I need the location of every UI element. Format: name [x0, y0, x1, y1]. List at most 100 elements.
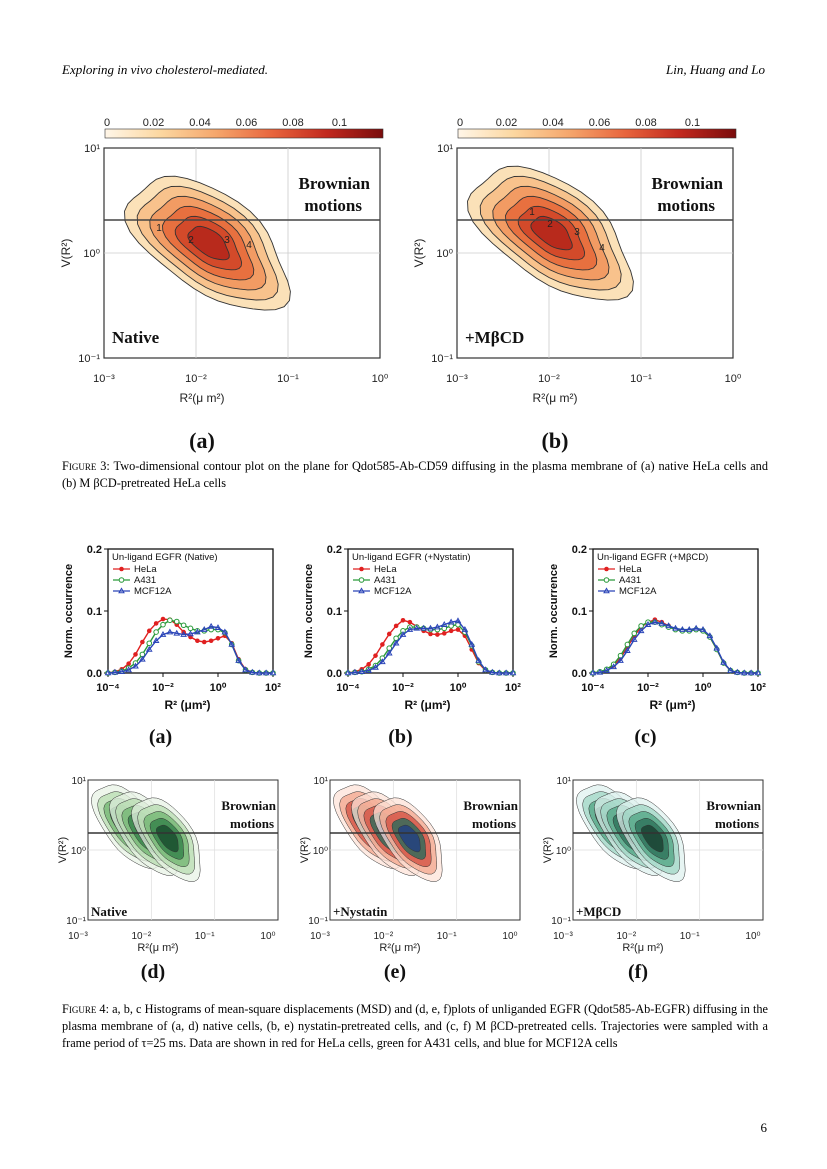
data-point-MCF12A [249, 668, 256, 675]
data-point-MCF12A [200, 625, 208, 632]
data-point-HeLa [386, 631, 392, 637]
series-line-MCF12A [107, 625, 273, 674]
data-point-MCF12A [706, 632, 714, 639]
y-tick-label: 0.1 [572, 606, 587, 618]
y-tick-label: 10¹ [72, 776, 87, 787]
histogram-panel-b: 0.2 0.1 0.0 10⁻⁴ 10⁻² 10⁰ 10² R² (μm²) Norm. occ… [303, 544, 521, 748]
contour-level [398, 824, 421, 853]
colorbar-tick-label: 0.02 [143, 117, 164, 129]
series-line-MCF12A [592, 621, 758, 674]
data-point-A431 [160, 621, 166, 628]
data-point-MCF12A [111, 668, 119, 675]
data-point-MCF12A [221, 628, 229, 635]
data-point-MCF12A [720, 658, 727, 665]
x-tick-label: 10⁻² [373, 931, 393, 942]
data-point-MCF12A [603, 666, 611, 673]
y-tick-label: 0.0 [572, 668, 587, 680]
x-tick-label: 10² [505, 682, 521, 694]
x-tick-label: 10⁻³ [68, 931, 88, 942]
x-tick-label: 10⁻¹ [277, 373, 299, 385]
data-point-MCF12A [672, 624, 679, 631]
panel-letter: (c) [634, 726, 656, 748]
data-point-HeLa [393, 623, 399, 629]
y-tick-label: 0.0 [327, 668, 342, 680]
data-point-MCF12A [372, 663, 379, 670]
data-point-MCF12A [242, 666, 249, 673]
histogram-title: Un-ligand EGFR (+Nystatin) [352, 552, 471, 563]
peak-label: 3 [574, 227, 580, 238]
y-tick-label: 0.1 [87, 606, 102, 618]
y-tick-label: 10⁰ [436, 248, 453, 260]
y-tick-label: 10¹ [437, 143, 453, 155]
contour-panel-e: Brownianmotions+Nystatin10¹10⁰10⁻¹V(R²)1… [299, 776, 521, 983]
data-point-MCF12A [509, 669, 517, 676]
data-point-HeLa [153, 621, 159, 626]
figure-3-panel-b: 0 0.02 0.04 0.06 0.08 0.1 1 2 3 4 Brownian motions +… [412, 117, 742, 453]
data-point-MCF12A [145, 645, 153, 652]
colorbar-tick-label: 0.06 [589, 117, 610, 129]
legend-label: HeLa [134, 564, 157, 575]
data-point-MCF12A [152, 637, 160, 644]
data-point-MCF12A [596, 668, 604, 675]
x-axis-label: R² (μm²) [405, 698, 451, 712]
data-point-MCF12A [269, 669, 277, 676]
x-tick-label: 10⁰ [450, 682, 467, 694]
legend-label: MCF12A [619, 586, 657, 597]
condition-label: +MβCD [576, 904, 621, 919]
y-axis-label: V(R²) [542, 837, 554, 863]
legend-label: HeLa [374, 564, 397, 575]
data-point-MCF12A [468, 640, 476, 647]
data-point-A431 [146, 640, 153, 647]
region-label-line2: motions [715, 816, 759, 831]
data-point-MCF12A [180, 630, 187, 637]
data-point-HeLa [380, 642, 385, 647]
y-tick-label: 0.2 [327, 544, 342, 556]
data-point-MCF12A [194, 628, 201, 635]
histogram-frame [592, 548, 759, 674]
legend-label: A431 [619, 575, 641, 586]
colorbar-tick-label: 0 [104, 117, 110, 129]
x-tick-label: 10⁻² [538, 373, 560, 385]
data-point-MCF12A [651, 618, 659, 625]
data-point-HeLa [407, 619, 413, 625]
data-point-MCF12A [413, 624, 421, 631]
data-point-MCF12A [610, 663, 617, 670]
y-tick-label: 0.0 [87, 668, 102, 680]
data-point-A431 [167, 617, 173, 624]
data-point-HeLa [455, 627, 461, 632]
data-point-HeLa [126, 661, 131, 666]
x-axis-label: R² (μm²) [165, 698, 211, 712]
region-label-line1: Brownian [463, 798, 518, 813]
data-point-MCF12A [344, 669, 352, 676]
data-point-MCF12A [440, 621, 448, 627]
histogram-panel-a: 0.2 0.1 0.0 10⁻⁴ 10⁻² 10⁰ 10² R² (μm²) Norm. occ… [63, 544, 281, 748]
y-tick-label: 10¹ [84, 143, 100, 155]
legend-marker [603, 577, 610, 583]
y-tick-label: 10⁻¹ [66, 916, 86, 927]
data-point-MCF12A [461, 625, 469, 632]
panel-letter: (d) [141, 961, 165, 983]
y-tick-label: 10⁰ [71, 846, 86, 857]
x-tick-label: 10⁰ [210, 682, 227, 694]
x-tick-label: 10⁻¹ [437, 931, 457, 942]
x-tick-label: 10⁻¹ [680, 931, 700, 942]
y-tick-label: 10⁰ [556, 846, 571, 857]
legend-marker [604, 566, 609, 572]
region-label-line2: motions [230, 816, 274, 831]
peak-label: 4 [246, 240, 252, 251]
data-point-MCF12A [447, 618, 455, 625]
data-point-HeLa [195, 638, 200, 644]
x-axis-label: R²(μ m²) [379, 942, 420, 954]
data-point-A431 [153, 629, 159, 635]
figure-3-caption: Figure 3: Two-dimensional contour plot o… [62, 458, 768, 492]
x-tick-label: 10⁰ [502, 931, 517, 942]
x-tick-label: 10⁰ [372, 373, 389, 385]
x-tick-label: 10⁻² [616, 931, 636, 942]
peak-label: 4 [599, 243, 605, 254]
data-point-HeLa [441, 631, 447, 636]
panel-letter: (e) [384, 961, 406, 983]
page-number: 6 [760, 1120, 768, 1135]
data-point-HeLa [400, 618, 406, 623]
data-point-A431 [631, 630, 638, 637]
figure-4-caption-text: a, b, c Histograms of mean-square displa… [62, 1002, 768, 1050]
